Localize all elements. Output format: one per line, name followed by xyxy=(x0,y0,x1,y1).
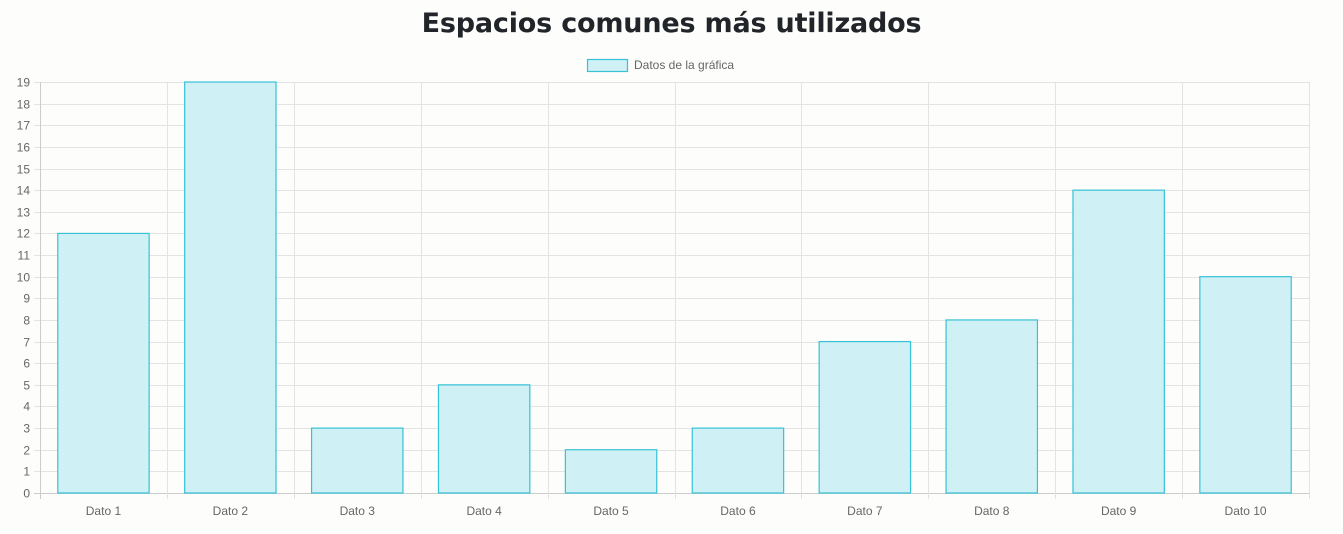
y-tick-label: 6 xyxy=(23,357,30,371)
bar[interactable] xyxy=(310,427,404,494)
x-tick-label: Dato 5 xyxy=(593,504,629,518)
bar[interactable] xyxy=(1072,189,1165,494)
y-tick-label: 18 xyxy=(17,98,31,112)
y-tick-label: 8 xyxy=(23,314,30,328)
y-tick-label: 1 xyxy=(23,465,30,479)
x-tick-label: Dato 10 xyxy=(1225,504,1267,518)
x-axis: Dato 1 Dato 2 Dato 3 Dato 4 Dato 5 Dato 6 Dato… xyxy=(86,504,1267,518)
y-tick-label: 19 xyxy=(17,76,31,90)
bar[interactable] xyxy=(818,340,912,494)
y-tick-label: 4 xyxy=(23,400,30,414)
y-tick-label: 3 xyxy=(23,422,30,436)
x-tick-label: Dato 3 xyxy=(340,504,376,518)
x-tick-label: Dato 8 xyxy=(974,504,1010,518)
legend-label: Datos de la gráfica xyxy=(634,58,734,72)
bar[interactable] xyxy=(57,232,150,494)
x-tick-label: Dato 2 xyxy=(213,504,249,518)
legend[interactable]: Datos de la gráfica xyxy=(586,58,735,73)
chart-title: Espacios comunes más utilizados xyxy=(421,8,922,39)
y-tick-label: 5 xyxy=(23,379,30,393)
x-tick-label: Dato 4 xyxy=(466,504,502,518)
x-tick-label: Dato 1 xyxy=(86,504,122,518)
y-tick-label: 0 xyxy=(23,487,30,501)
legend-swatch[interactable] xyxy=(586,58,629,73)
bar[interactable] xyxy=(1199,276,1292,494)
x-tick-label: Dato 7 xyxy=(847,504,883,518)
y-tick-label: 9 xyxy=(23,292,30,306)
y-tick-label: 13 xyxy=(17,206,31,220)
bar[interactable] xyxy=(184,81,277,494)
y-tick-label: 11 xyxy=(18,249,31,263)
y-tick-label: 12 xyxy=(17,227,31,241)
y-tick-label: 15 xyxy=(17,163,31,177)
y-tick-label: 14 xyxy=(17,184,31,198)
y-tick-label: 10 xyxy=(17,271,31,285)
x-tick-label: Dato 9 xyxy=(1101,504,1137,518)
bar-series xyxy=(57,81,1292,494)
y-tick-label: 2 xyxy=(23,444,30,458)
bar[interactable] xyxy=(564,449,658,494)
y-tick-label: 7 xyxy=(23,336,30,350)
x-tick-label: Dato 6 xyxy=(720,504,756,518)
y-tick-label: 17 xyxy=(17,119,31,133)
bar[interactable] xyxy=(437,384,531,494)
bar[interactable] xyxy=(691,427,785,494)
y-tick-label: 16 xyxy=(17,141,31,155)
bar[interactable] xyxy=(945,319,1039,494)
